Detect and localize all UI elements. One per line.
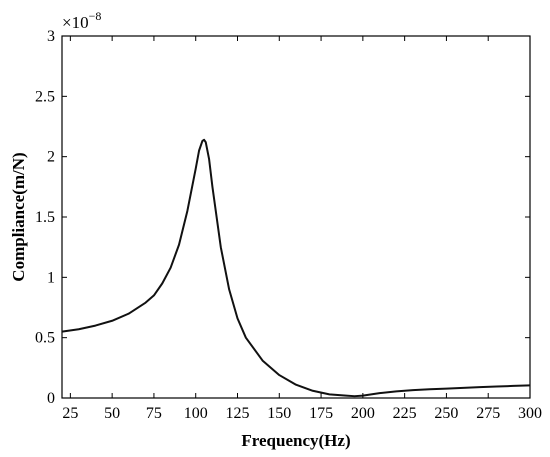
- y-tick-label: 1: [47, 269, 55, 286]
- x-tick-label: 50: [104, 405, 120, 422]
- x-tick-label: 175: [309, 405, 333, 422]
- plot-area: [61, 35, 531, 399]
- y-tick-label: 1.5: [35, 209, 55, 226]
- series-line-0: [61, 138, 531, 398]
- y-tick-label: 0.5: [35, 330, 55, 347]
- y-axis-exponent-label: ×10−8: [62, 9, 101, 32]
- x-tick-label: 100: [184, 405, 208, 422]
- x-tick-label: 300: [518, 405, 542, 422]
- x-axis-ticks: 25 50 75 100 125 150 175 200 225 250 275 300: [62, 36, 542, 422]
- plot-frame: [61, 35, 531, 399]
- y-tick-label: 2: [47, 149, 55, 166]
- x-tick-label: 200: [351, 405, 375, 422]
- x-axis-title: Frequency(Hz): [241, 431, 350, 450]
- y-tick-label: 0: [47, 390, 55, 407]
- y-axis-title: Compliance(m/N): [9, 152, 28, 281]
- y-tick-label: 3: [47, 28, 55, 45]
- x-tick-label: 225: [393, 405, 417, 422]
- y-tick-label: 2.5: [35, 88, 55, 105]
- x-tick-label: 125: [226, 405, 250, 422]
- x-tick-label: 250: [434, 405, 458, 422]
- x-tick-label: 275: [476, 405, 500, 422]
- y-axis-exponent-power: −8: [89, 9, 102, 23]
- x-tick-label: 75: [146, 405, 162, 422]
- x-tick-label: 25: [62, 405, 78, 422]
- y-axis-exponent-base: ×10: [62, 13, 89, 32]
- x-tick-label: 150: [267, 405, 291, 422]
- y-axis-ticks: 0 0.5 1 1.5 2 2.5 3: [35, 28, 530, 407]
